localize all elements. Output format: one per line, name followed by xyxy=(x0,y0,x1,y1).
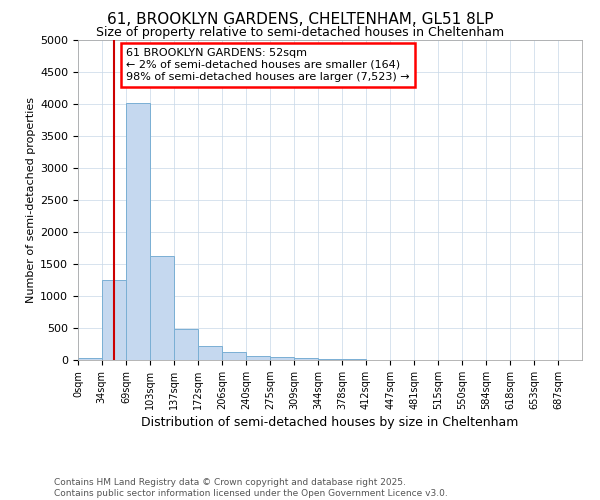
Bar xyxy=(174,330,198,360)
Text: Contains HM Land Registry data © Crown copyright and database right 2025.
Contai: Contains HM Land Registry data © Crown c… xyxy=(54,478,448,498)
Bar xyxy=(294,358,319,360)
Text: 61, BROOKLYN GARDENS, CHELTENHAM, GL51 8LP: 61, BROOKLYN GARDENS, CHELTENHAM, GL51 8… xyxy=(107,12,493,28)
Y-axis label: Number of semi-detached properties: Number of semi-detached properties xyxy=(26,97,36,303)
Text: Size of property relative to semi-detached houses in Cheltenham: Size of property relative to semi-detach… xyxy=(96,26,504,39)
Bar xyxy=(319,359,342,360)
Bar xyxy=(102,280,126,360)
Bar xyxy=(246,356,270,360)
Bar xyxy=(150,256,174,360)
Bar xyxy=(78,358,102,360)
Bar xyxy=(126,102,150,360)
Bar xyxy=(222,352,246,360)
X-axis label: Distribution of semi-detached houses by size in Cheltenham: Distribution of semi-detached houses by … xyxy=(142,416,518,429)
Bar xyxy=(198,346,222,360)
Text: 61 BROOKLYN GARDENS: 52sqm
← 2% of semi-detached houses are smaller (164)
98% of: 61 BROOKLYN GARDENS: 52sqm ← 2% of semi-… xyxy=(126,48,410,82)
Bar xyxy=(270,357,294,360)
